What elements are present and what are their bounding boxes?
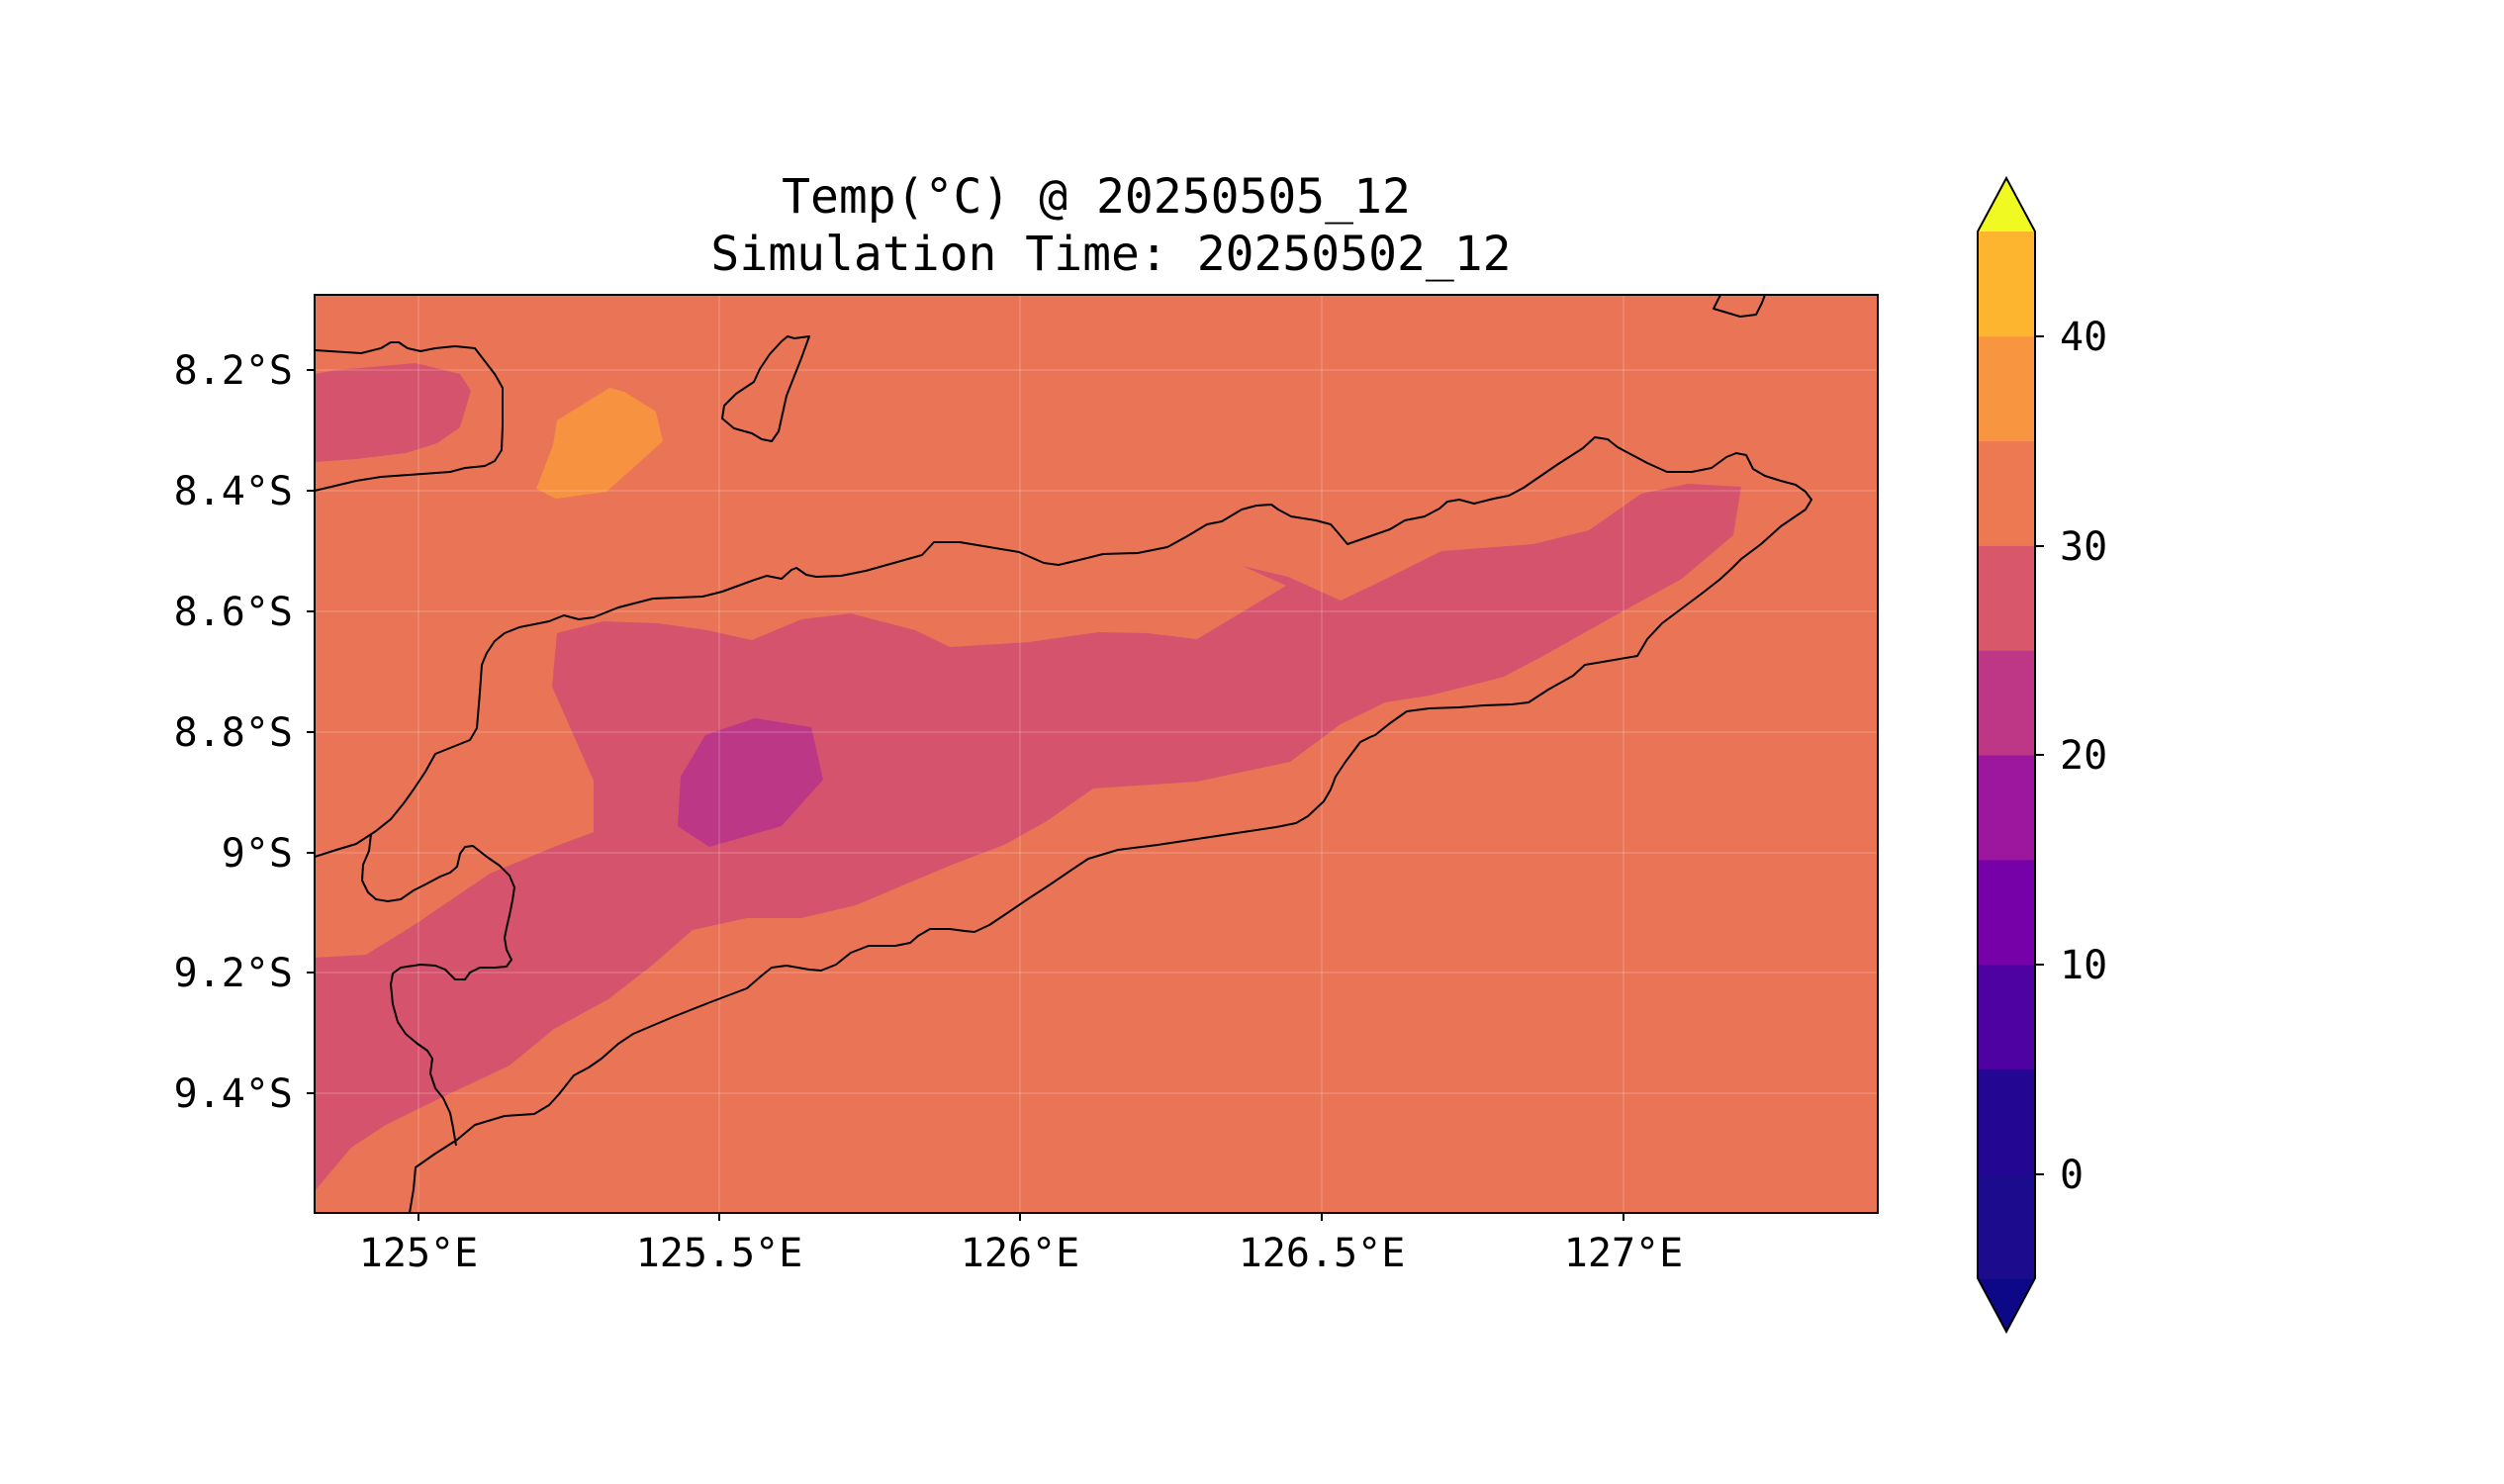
colorbar: 0 10 20 30 40	[1977, 175, 2107, 1335]
coastline-wetar-west	[315, 341, 504, 492]
y-tick-label: 9.2°S	[174, 951, 293, 996]
colorbar-segment	[1978, 1068, 2035, 1174]
colorbar-segment	[1978, 859, 2035, 966]
y-tick-label: 8.2°S	[174, 348, 293, 394]
colorbar-under-extension	[1978, 1278, 2035, 1332]
map-gridlines	[315, 295, 1878, 1213]
colorbar-outline	[1977, 175, 2036, 1335]
y-tick-label: 8.6°S	[174, 590, 293, 635]
colorbar-tick-label: 10	[2060, 943, 2107, 988]
coastline-timor-border	[361, 833, 515, 1147]
coastline-atauro-island	[721, 335, 810, 442]
colorbar-tick-label: 0	[2060, 1153, 2084, 1198]
temperature-band-northwest	[315, 363, 471, 462]
colorbar-tick-label: 30	[2060, 524, 2107, 570]
colorbar-tick-label: 40	[2060, 315, 2107, 360]
colorbar-over-extension	[1978, 178, 2035, 232]
colorbar-segment	[1978, 232, 2035, 337]
temperature-land-band	[315, 484, 1741, 1191]
temperature-core	[678, 718, 823, 847]
x-tick-label: 126.5°E	[1239, 1231, 1406, 1276]
coastlines	[315, 295, 1812, 1213]
x-tick-label: 127°E	[1564, 1231, 1683, 1276]
colorbar-segment	[1978, 964, 2035, 1069]
x-tick-label: 126°E	[961, 1231, 1079, 1276]
colorbar-segment	[1978, 650, 2035, 756]
x-tick-label: 125.5°E	[636, 1231, 803, 1276]
y-axis: 8.2°S 8.4°S 8.6°S 8.8°S 9°S 9.2°S 9.4°S	[174, 348, 315, 1117]
map-panel	[315, 295, 1878, 1213]
y-tick-label: 9°S	[222, 831, 293, 877]
y-tick-label: 8.8°S	[174, 710, 293, 756]
y-tick-label: 9.4°S	[174, 1071, 293, 1117]
colorbar-tick-label: 20	[2060, 733, 2107, 779]
coastline-timor-north	[315, 436, 1812, 1213]
colorbar-levels	[1978, 232, 2035, 1279]
map-subtitle: Simulation Time: 20250502_12	[710, 227, 1511, 282]
map-frame	[314, 294, 1879, 1214]
colorbar-ticks: 0 10 20 30 40	[2035, 315, 2107, 1198]
colorbar-segment	[1978, 335, 2035, 442]
x-axis: 125°E 125.5°E 126°E 126.5°E 127°E	[359, 1213, 1683, 1276]
temperature-warm-spot	[536, 388, 663, 499]
coastline-islet-northeast	[1713, 295, 1766, 318]
y-tick-label: 8.4°S	[174, 469, 293, 514]
map-title: Temp(°C) @ 20250505_12	[782, 169, 1411, 225]
colorbar-segment	[1978, 440, 2035, 546]
colorbar-segment	[1978, 1173, 2035, 1279]
colorbar-segment	[1978, 755, 2035, 861]
colorbar-segment	[1978, 545, 2035, 651]
x-tick-label: 125°E	[359, 1231, 478, 1276]
